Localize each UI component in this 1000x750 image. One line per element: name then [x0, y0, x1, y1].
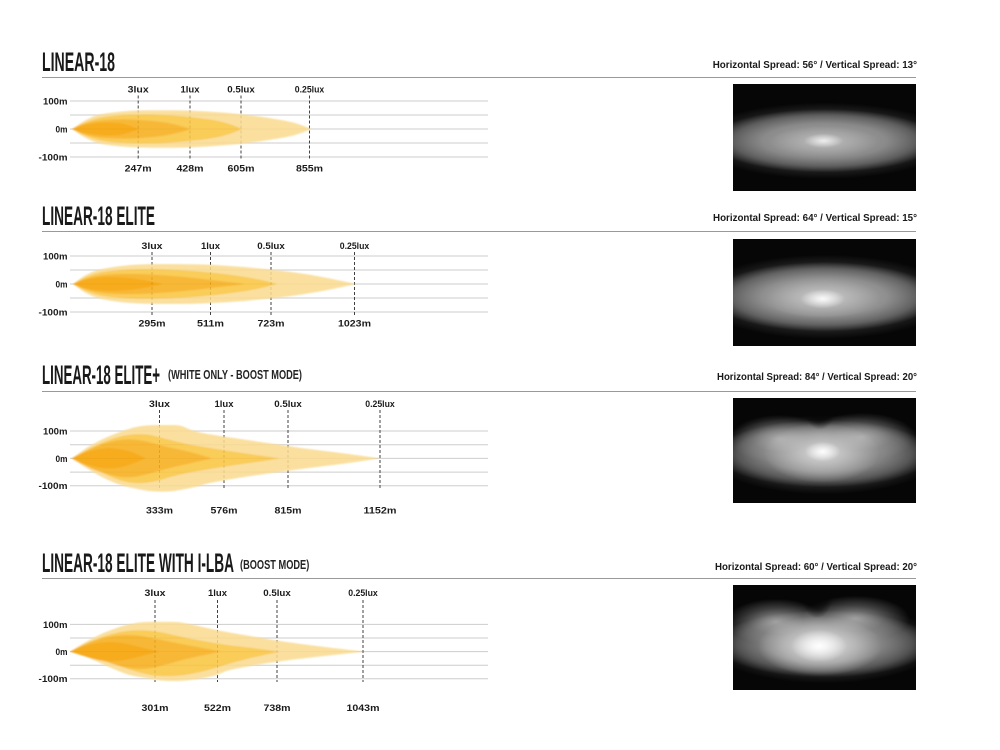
svg-text:0.25lux: 0.25lux: [295, 85, 325, 95]
svg-text:-100m: -100m: [39, 481, 68, 491]
svg-text:522m: 522m: [204, 703, 231, 713]
svg-text:3lux: 3lux: [145, 588, 166, 598]
svg-text:0m: 0m: [56, 124, 68, 134]
svg-text:0.25lux: 0.25lux: [365, 399, 395, 409]
svg-text:100m: 100m: [43, 96, 68, 106]
svg-text:723m: 723m: [258, 319, 285, 329]
svg-text:247m: 247m: [125, 164, 152, 174]
svg-text:0.25lux: 0.25lux: [340, 241, 370, 251]
svg-text:-100m: -100m: [39, 152, 68, 162]
svg-text:1lux: 1lux: [181, 85, 200, 95]
svg-text:576m: 576m: [211, 506, 238, 516]
svg-text:0.5lux: 0.5lux: [257, 241, 285, 251]
svg-text:295m: 295m: [139, 319, 166, 329]
svg-text:855m: 855m: [296, 164, 323, 174]
svg-text:301m: 301m: [142, 703, 169, 713]
svg-text:100m: 100m: [43, 426, 68, 436]
svg-text:333m: 333m: [146, 506, 173, 516]
svg-text:-100m: -100m: [39, 674, 68, 684]
svg-text:0m: 0m: [56, 647, 68, 657]
svg-text:0m: 0m: [56, 279, 68, 289]
svg-text:1lux: 1lux: [215, 399, 234, 409]
svg-text:100m: 100m: [43, 620, 68, 630]
svg-text:100m: 100m: [43, 251, 68, 261]
svg-text:0.25lux: 0.25lux: [348, 588, 378, 598]
svg-text:815m: 815m: [275, 506, 302, 516]
svg-text:1lux: 1lux: [201, 241, 220, 251]
svg-text:428m: 428m: [177, 164, 204, 174]
svg-text:0m: 0m: [56, 454, 68, 464]
svg-text:1152m: 1152m: [364, 506, 397, 516]
svg-text:511m: 511m: [197, 319, 224, 329]
svg-text:0.5lux: 0.5lux: [227, 85, 255, 95]
svg-text:605m: 605m: [228, 164, 255, 174]
svg-text:3lux: 3lux: [128, 85, 149, 95]
svg-text:1lux: 1lux: [208, 588, 227, 598]
svg-text:738m: 738m: [264, 703, 291, 713]
svg-text:1043m: 1043m: [347, 703, 380, 713]
svg-text:0.5lux: 0.5lux: [274, 399, 302, 409]
svg-text:1023m: 1023m: [338, 319, 371, 329]
svg-text:0.5lux: 0.5lux: [263, 588, 291, 598]
svg-text:3lux: 3lux: [142, 241, 163, 251]
svg-text:3lux: 3lux: [149, 399, 170, 409]
svg-text:-100m: -100m: [39, 307, 68, 317]
